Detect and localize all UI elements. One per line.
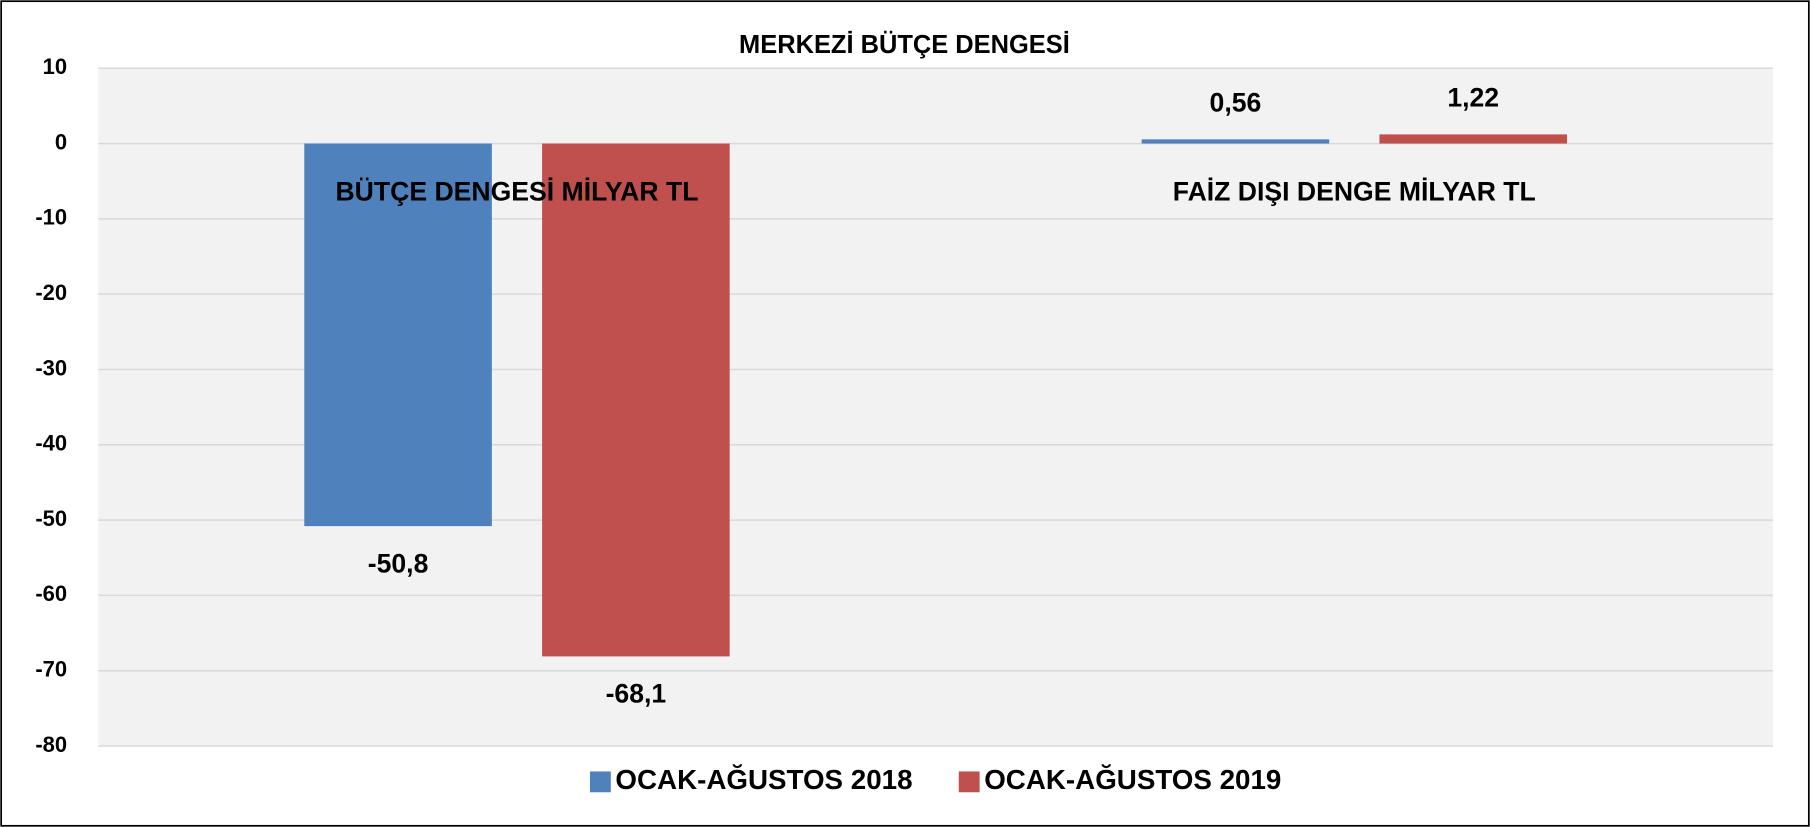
category-label: BÜTÇE DENGESİ MİLYAR TL	[335, 176, 698, 206]
y-tick-label: -50	[35, 506, 67, 531]
category-label: FAİZ DIŞI DENGE MİLYAR TL	[1173, 176, 1536, 206]
legend-label: OCAK-AĞUSTOS 2019	[984, 764, 1281, 795]
bar	[304, 143, 492, 527]
chart-title: MERKEZİ BÜTÇE DENGESİ	[739, 30, 1070, 59]
y-tick-label: -40	[35, 431, 67, 456]
y-tick-label: -10	[35, 205, 67, 230]
y-tick-label: 10	[43, 54, 67, 79]
bar	[1379, 134, 1568, 144]
y-tick-label: -30	[35, 355, 67, 380]
bar	[1141, 139, 1330, 144]
y-tick-label: -20	[35, 280, 67, 305]
legend-swatch	[589, 771, 611, 793]
y-tick-label: 0	[55, 129, 67, 154]
bar	[542, 143, 730, 657]
y-tick-label: -70	[35, 657, 67, 682]
legend-swatch	[958, 771, 980, 793]
data-label: -50,8	[368, 548, 429, 578]
legend-label: OCAK-AĞUSTOS 2018	[615, 764, 912, 795]
data-label: -68,1	[606, 679, 667, 709]
y-tick-label: -80	[35, 732, 67, 757]
data-label: 0,56	[1210, 88, 1262, 118]
y-tick-label: -60	[35, 581, 67, 606]
data-label: 1,22	[1447, 83, 1499, 113]
